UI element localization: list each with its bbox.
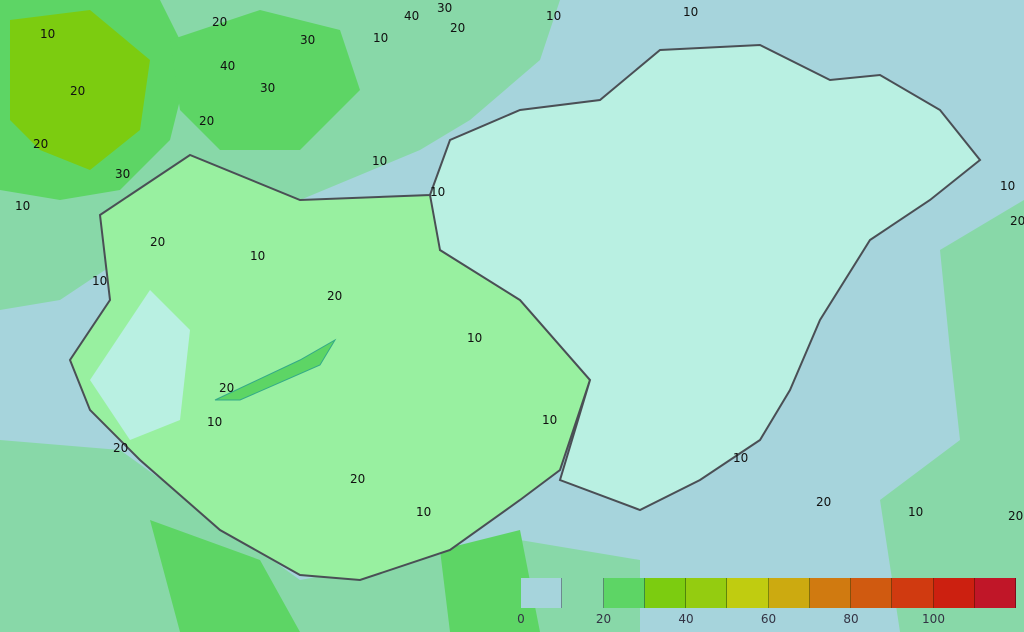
legend-tick-label: 100	[922, 612, 945, 626]
contour-label: 30	[115, 167, 130, 181]
contour-label: 20	[1008, 509, 1023, 523]
legend-bin	[768, 578, 810, 608]
legend-bin	[851, 578, 893, 608]
legend-bin	[892, 578, 934, 608]
legend-bin	[933, 578, 975, 608]
contour-label: 20	[1010, 214, 1024, 228]
contour-label: 20	[219, 381, 234, 395]
contour-label: 30	[437, 1, 452, 15]
contour-label: 20	[33, 137, 48, 151]
contour-label: 10	[372, 154, 387, 168]
contour-label: 10	[373, 31, 388, 45]
contour-label: 10	[40, 27, 55, 41]
region-croatia-strong	[150, 520, 540, 632]
contour-label: 10	[207, 415, 222, 429]
legend-bin	[644, 578, 686, 608]
contour-labels: 10 20 30 40 10 20 30 20 10 30 10 20 10 20 10 20 10 20 10 10…	[15, 1, 1024, 523]
contour-label: 10	[430, 185, 445, 199]
region-austria-peak	[10, 10, 150, 170]
contour-label: 40	[404, 9, 419, 23]
legend-tick-label: 20	[595, 612, 612, 626]
legend-tick-label: 40	[678, 612, 694, 626]
color-legend: 0 20 40 60 80 100	[517, 578, 1016, 632]
contour-label: 10	[416, 505, 431, 519]
contour-label: 20	[816, 495, 831, 509]
legend-bin	[686, 578, 728, 608]
contour-label: 10	[250, 249, 265, 263]
contour-label: 10	[15, 199, 30, 213]
contour-label: 10	[1000, 179, 1015, 193]
legend-tick-label: 80	[843, 612, 859, 626]
contour-label: 20	[70, 84, 85, 98]
region-transdanubia-pale	[90, 290, 190, 440]
contour-label: 10	[733, 451, 748, 465]
legend-bin	[603, 578, 645, 608]
contour-label: 30	[300, 33, 315, 47]
legend-tick-label: 60	[760, 612, 777, 626]
contour-label: 20	[450, 21, 465, 35]
contour-label: 20	[113, 441, 128, 455]
contour-label: 20	[199, 114, 214, 128]
contour-label: 20	[350, 472, 365, 486]
region-hungary-east	[428, 43, 982, 512]
legend-bin	[974, 578, 1016, 608]
contour-label: 10	[467, 331, 482, 345]
region-romania-green	[880, 200, 1024, 632]
contour-label: 10	[908, 505, 923, 519]
contour-label: 20	[212, 15, 227, 29]
contour-label: 10	[542, 413, 557, 427]
legend-tick-label: 0	[517, 612, 525, 626]
contour-label: 30	[260, 81, 275, 95]
legend-bin	[727, 578, 769, 608]
contour-label: 40	[220, 59, 235, 73]
legend-bin	[521, 578, 563, 608]
region-balaton	[214, 338, 337, 401]
legend-bin	[809, 578, 851, 608]
contour-label: 10	[546, 9, 561, 23]
legend-bin	[562, 578, 604, 608]
contour-label: 10	[92, 274, 107, 288]
contour-label: 10	[683, 5, 698, 19]
region-slovakia-green	[170, 10, 360, 150]
contour-label: 20	[327, 289, 342, 303]
contour-label: 20	[150, 235, 165, 249]
